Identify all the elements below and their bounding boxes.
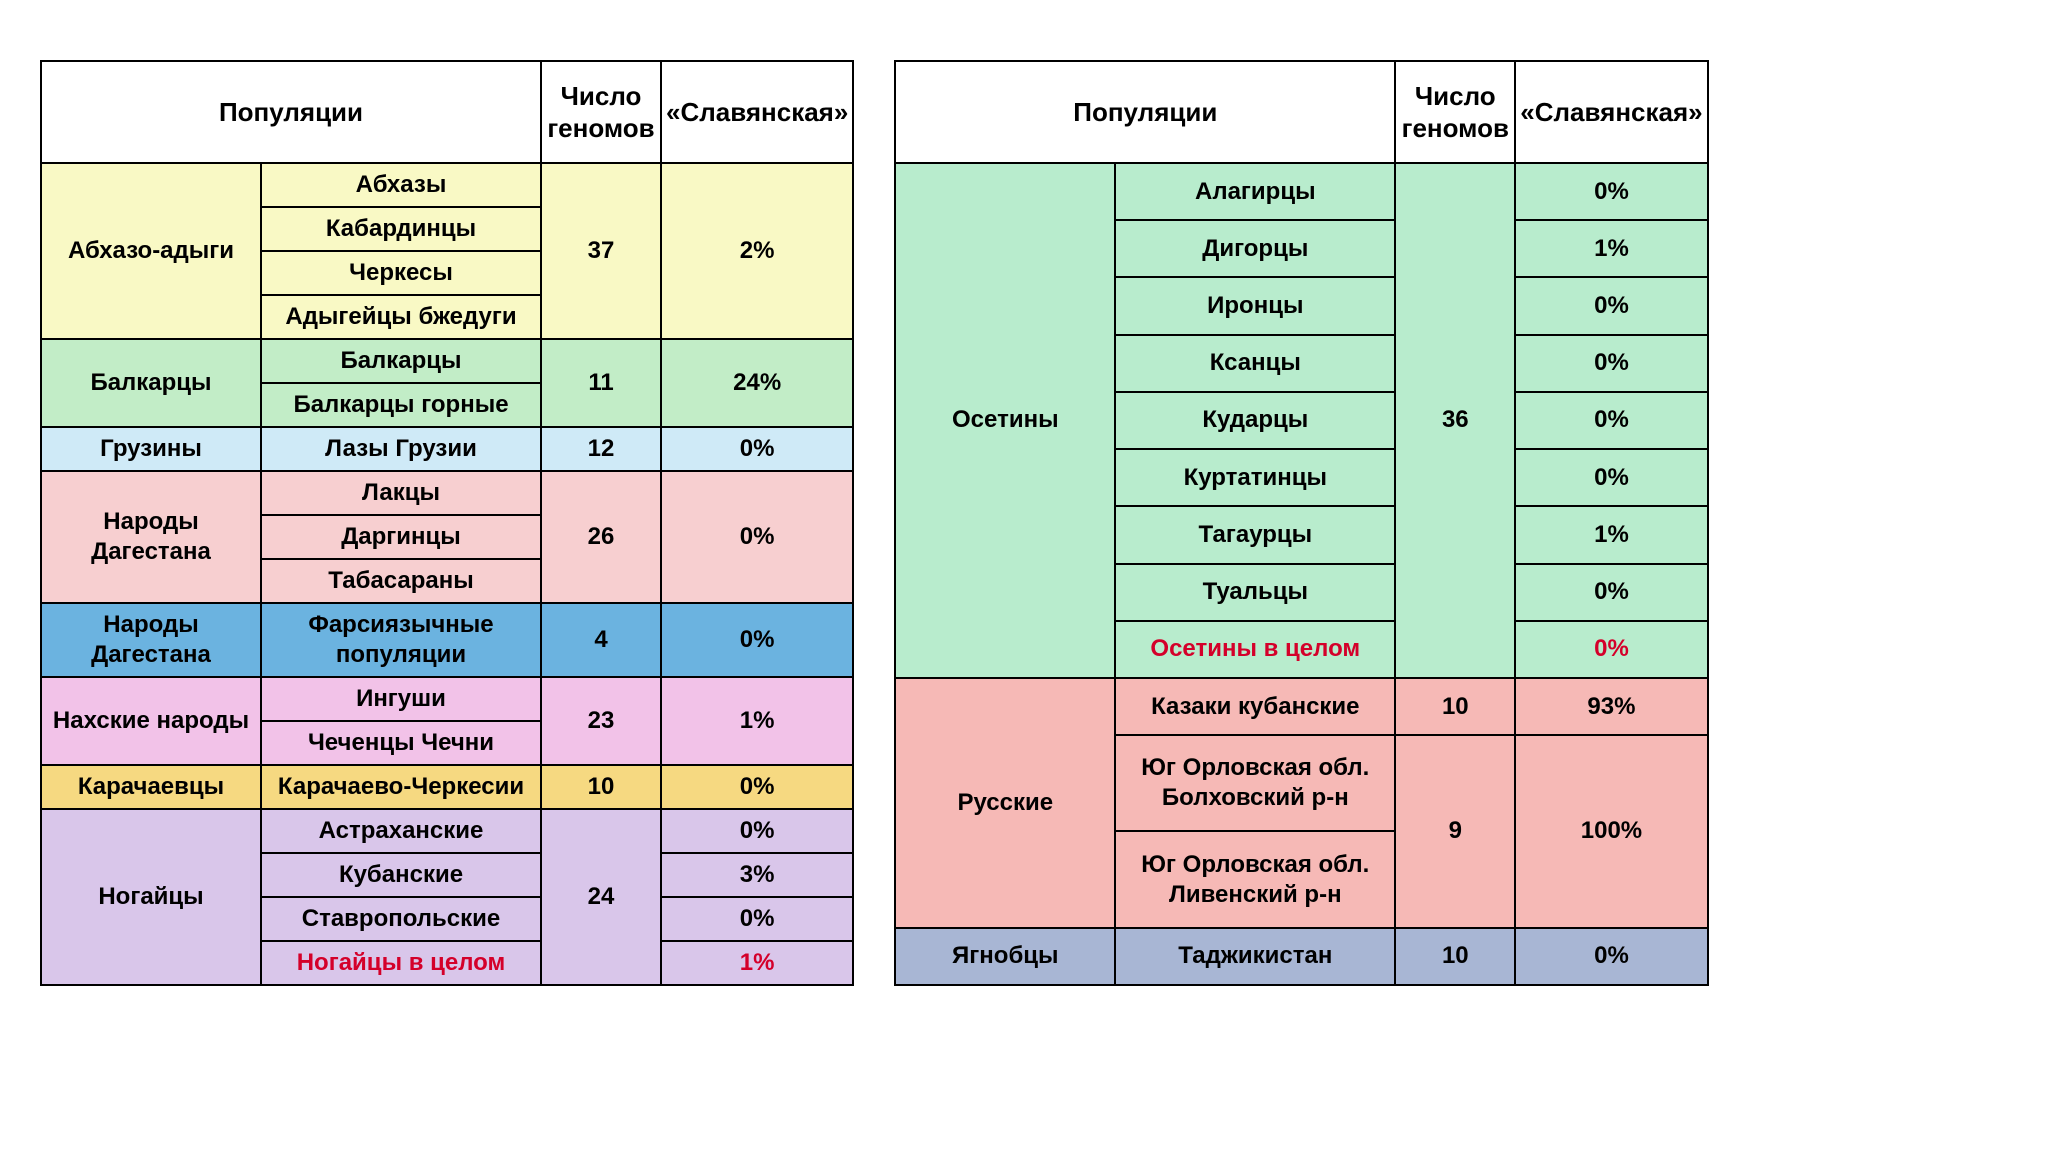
table-cell: Таджикистан bbox=[1115, 928, 1395, 985]
table-cell: 4 bbox=[541, 603, 661, 677]
table-cell: Народы Дагестана bbox=[41, 471, 261, 603]
header-genomes: Число геномов bbox=[1395, 61, 1515, 163]
table-cell: 93% bbox=[1515, 678, 1707, 735]
table-row: Народы ДагестанаЛакцы260% bbox=[41, 471, 853, 515]
table-cell: 23 bbox=[541, 677, 661, 765]
table-cell: Ставропольские bbox=[261, 897, 541, 941]
table-cell: 0% bbox=[1515, 392, 1707, 449]
table-cell: Ногайцы в целом bbox=[261, 941, 541, 985]
table-cell: Иронцы bbox=[1115, 277, 1395, 334]
table-cell: 10 bbox=[1395, 678, 1515, 735]
table-cell: Даргинцы bbox=[261, 515, 541, 559]
table-cell: Казаки кубанские bbox=[1115, 678, 1395, 735]
table-cell: Карачаево-Черкесии bbox=[261, 765, 541, 809]
table-cell: 0% bbox=[661, 765, 853, 809]
table-cell: Черкесы bbox=[261, 251, 541, 295]
table-cell: Нахские народы bbox=[41, 677, 261, 765]
table-row: КарачаевцыКарачаево-Черкесии100% bbox=[41, 765, 853, 809]
table-row: ГрузиныЛазы Грузии120% bbox=[41, 427, 853, 471]
table-cell: Ягнобцы bbox=[895, 928, 1115, 985]
table-cell: Осетины в целом bbox=[1115, 621, 1395, 678]
table-cell: Кубанские bbox=[261, 853, 541, 897]
table-cell: 0% bbox=[1515, 564, 1707, 621]
table-cell: Чеченцы Чечни bbox=[261, 721, 541, 765]
table-row: Абхазо-адыгиАбхазы372% bbox=[41, 163, 853, 207]
table-cell: 10 bbox=[1395, 928, 1515, 985]
table-cell: Балкарцы горные bbox=[261, 383, 541, 427]
table-cell: Юг Орловская обл. Болховский р-н bbox=[1115, 735, 1395, 831]
table-cell: 10 bbox=[541, 765, 661, 809]
left-table: ПопуляцииЧисло геномов«Славянская»Абхазо… bbox=[40, 60, 854, 986]
table-cell: Лакцы bbox=[261, 471, 541, 515]
table-cell: Грузины bbox=[41, 427, 261, 471]
table-cell: Лазы Грузии bbox=[261, 427, 541, 471]
table-cell: 1% bbox=[1515, 506, 1707, 563]
table-cell: 100% bbox=[1515, 735, 1707, 927]
table-row: БалкарцыБалкарцы1124% bbox=[41, 339, 853, 383]
table-cell: 0% bbox=[1515, 928, 1707, 985]
table-cell: 3% bbox=[661, 853, 853, 897]
table-cell: 0% bbox=[661, 809, 853, 853]
table-cell: Кабардинцы bbox=[261, 207, 541, 251]
table-row: Нахские народыИнгуши231% bbox=[41, 677, 853, 721]
right-table: ПопуляцииЧисло геномов«Славянская»Осетин… bbox=[894, 60, 1708, 986]
header-populations: Популяции bbox=[895, 61, 1395, 163]
table-cell: 37 bbox=[541, 163, 661, 339]
table-cell: 0% bbox=[1515, 621, 1707, 678]
header-populations: Популяции bbox=[41, 61, 541, 163]
table-cell: 11 bbox=[541, 339, 661, 427]
table-row: Народы ДагестанаФарсиязычные популяции40… bbox=[41, 603, 853, 677]
table-cell: 0% bbox=[1515, 277, 1707, 334]
table-cell: Фарсиязычные популяции bbox=[261, 603, 541, 677]
table-cell: Балкарцы bbox=[261, 339, 541, 383]
table-cell: Дигорцы bbox=[1115, 220, 1395, 277]
table-cell: Ногайцы bbox=[41, 809, 261, 985]
table-cell: 2% bbox=[661, 163, 853, 339]
table-row: НогайцыАстраханские240% bbox=[41, 809, 853, 853]
table-cell: Русские bbox=[895, 678, 1115, 928]
table-cell: 0% bbox=[661, 427, 853, 471]
table-cell: Юг Орловская обл. Ливенский р-н bbox=[1115, 831, 1395, 927]
table-cell: Ингуши bbox=[261, 677, 541, 721]
table-cell: Балкарцы bbox=[41, 339, 261, 427]
table-cell: 1% bbox=[661, 677, 853, 765]
table-cell: Астраханские bbox=[261, 809, 541, 853]
table-cell: 0% bbox=[1515, 449, 1707, 506]
table-cell: Абхазо-адыги bbox=[41, 163, 261, 339]
table-row: ЯгнобцыТаджикистан100% bbox=[895, 928, 1707, 985]
table-cell: 1% bbox=[1515, 220, 1707, 277]
header-slavic: «Славянская» bbox=[1515, 61, 1707, 163]
table-cell: Карачаевцы bbox=[41, 765, 261, 809]
table-cell: Туальцы bbox=[1115, 564, 1395, 621]
table-cell: Адыгейцы бжедуги bbox=[261, 295, 541, 339]
table-cell: 0% bbox=[1515, 335, 1707, 392]
table-cell: Народы Дагестана bbox=[41, 603, 261, 677]
table-cell: Алагирцы bbox=[1115, 163, 1395, 220]
table-cell: 24 bbox=[541, 809, 661, 985]
table-row: ОсетиныАлагирцы360% bbox=[895, 163, 1707, 220]
table-cell: 0% bbox=[661, 897, 853, 941]
table-cell: 0% bbox=[1515, 163, 1707, 220]
table-cell: Табасараны bbox=[261, 559, 541, 603]
table-cell: 12 bbox=[541, 427, 661, 471]
table-cell: 36 bbox=[1395, 163, 1515, 678]
table-cell: Абхазы bbox=[261, 163, 541, 207]
table-cell: Кударцы bbox=[1115, 392, 1395, 449]
table-cell: 1% bbox=[661, 941, 853, 985]
table-cell: Куртатинцы bbox=[1115, 449, 1395, 506]
header-genomes: Число геномов bbox=[541, 61, 661, 163]
table-cell: Ксанцы bbox=[1115, 335, 1395, 392]
table-cell: Осетины bbox=[895, 163, 1115, 678]
table-cell: 0% bbox=[661, 471, 853, 603]
table-row: РусскиеКазаки кубанские1093% bbox=[895, 678, 1707, 735]
table-cell: 24% bbox=[661, 339, 853, 427]
table-cell: 9 bbox=[1395, 735, 1515, 927]
table-cell: 26 bbox=[541, 471, 661, 603]
header-slavic: «Славянская» bbox=[661, 61, 853, 163]
table-cell: Тагаурцы bbox=[1115, 506, 1395, 563]
table-cell: 0% bbox=[661, 603, 853, 677]
